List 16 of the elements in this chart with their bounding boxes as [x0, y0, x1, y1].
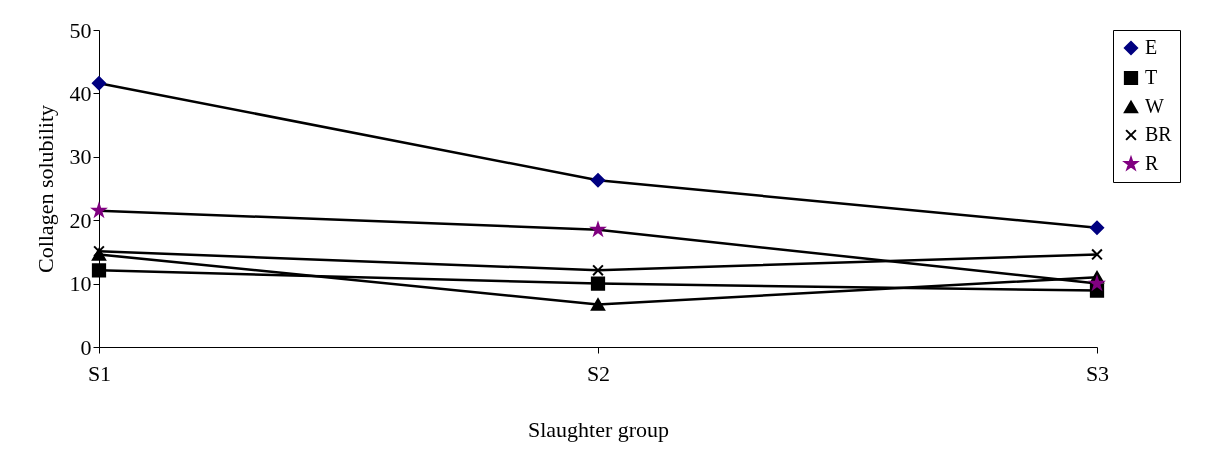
legend-label: T	[1145, 66, 1158, 88]
y-tick-label: 50	[69, 17, 92, 43]
y-tick-label: 20	[69, 207, 92, 233]
y-tick-label: 10	[69, 271, 92, 297]
legend-label: W	[1145, 95, 1164, 117]
legend-label: E	[1145, 36, 1158, 58]
y-tick-label: 0	[80, 334, 92, 360]
y-tick-label: 30	[69, 144, 92, 170]
x-tick-label: S2	[586, 360, 611, 386]
y-axis-title: Collagen solubility	[32, 104, 58, 274]
x-tick-label: S3	[1085, 360, 1110, 386]
x-tick-label: S1	[87, 360, 112, 386]
legend-label: BR	[1145, 123, 1173, 145]
legend-label: R	[1145, 152, 1159, 174]
x-axis-title: Slaughter group	[527, 416, 670, 442]
y-tick-label: 40	[69, 80, 92, 106]
